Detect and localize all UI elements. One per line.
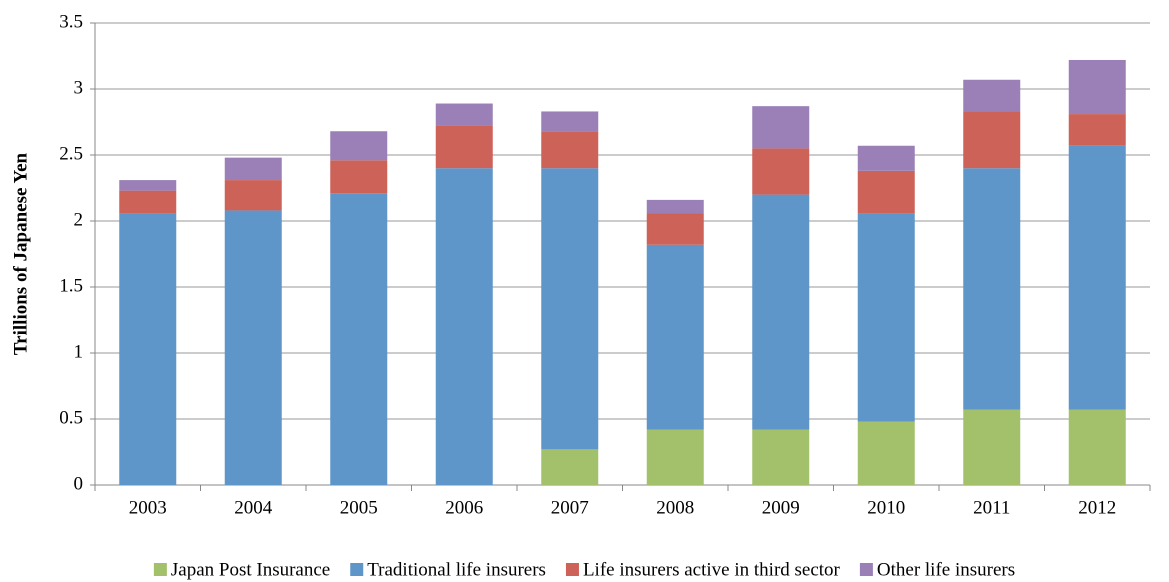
y-tick-label: 3 <box>74 77 84 98</box>
y-tick-label: 3.5 <box>59 11 83 32</box>
bar-segment <box>1068 409 1126 485</box>
legend-label: Life insurers active in third sector <box>583 559 841 580</box>
y-tick-label: 0 <box>74 473 84 494</box>
x-tick-label: 2005 <box>340 497 378 518</box>
x-tick-label: 2009 <box>762 497 800 518</box>
legend-label: Traditional life insurers <box>367 559 546 580</box>
y-tick-label: 0.5 <box>59 407 83 428</box>
legend-swatch <box>859 563 873 576</box>
bar-segment <box>963 79 1021 112</box>
bar-segment <box>1068 59 1126 115</box>
y-tick-label: 1.5 <box>59 275 83 296</box>
x-tick-label: 2012 <box>1078 497 1116 518</box>
legend-swatch <box>350 563 364 576</box>
bar-segment <box>1068 114 1126 146</box>
bar-segment <box>435 103 493 126</box>
bar-segment <box>646 199 704 214</box>
x-tick-label: 2007 <box>551 497 589 518</box>
bar-segment <box>435 125 493 169</box>
x-tick-label: 2004 <box>234 497 273 518</box>
bar-segment <box>224 180 282 211</box>
bar-segment <box>752 106 810 149</box>
bar-segment <box>330 193 388 485</box>
y-tick-label: 2.5 <box>59 143 83 164</box>
y-tick-label: 2 <box>74 209 84 230</box>
bar-segment <box>857 421 915 485</box>
bar-segment <box>541 449 599 485</box>
bar-segment <box>119 190 177 214</box>
bar-segment <box>752 148 810 195</box>
bar-segment <box>963 409 1021 485</box>
bar-segment <box>1068 145 1126 410</box>
bar-segment <box>541 131 599 169</box>
bar-segment <box>646 213 704 245</box>
bar-segment <box>224 210 282 485</box>
bar-segment <box>330 160 388 194</box>
bar-segment <box>857 213 915 422</box>
bar-segment <box>963 111 1021 169</box>
bar-segment <box>119 213 177 485</box>
legend-swatch <box>153 563 167 576</box>
x-tick-label: 2010 <box>867 497 905 518</box>
bar-segment <box>119 180 177 191</box>
x-tick-label: 2008 <box>656 497 694 518</box>
bar-segment <box>963 168 1021 410</box>
y-tick-label: 1 <box>74 341 84 362</box>
bar-segment <box>541 168 599 450</box>
bar-segment <box>541 111 599 132</box>
bar-segment <box>224 157 282 181</box>
x-tick-label: 2003 <box>129 497 167 518</box>
bar-segment <box>857 145 915 171</box>
bar-segment <box>646 244 704 430</box>
legend-swatch <box>565 563 579 576</box>
bar-segment <box>646 429 704 485</box>
x-tick-label: 2006 <box>445 497 483 518</box>
bar-segment <box>435 168 493 485</box>
legend-label: Other life insurers <box>877 559 1015 580</box>
x-tick-label: 2011 <box>973 497 1010 518</box>
bar-segment <box>857 170 915 214</box>
bar-segment <box>752 194 810 430</box>
y-axis-label: Trillions of Japanese Yen <box>10 152 31 355</box>
bar-segment <box>330 131 388 161</box>
bar-segment <box>752 429 810 485</box>
legend-label: Japan Post Insurance <box>171 559 330 580</box>
